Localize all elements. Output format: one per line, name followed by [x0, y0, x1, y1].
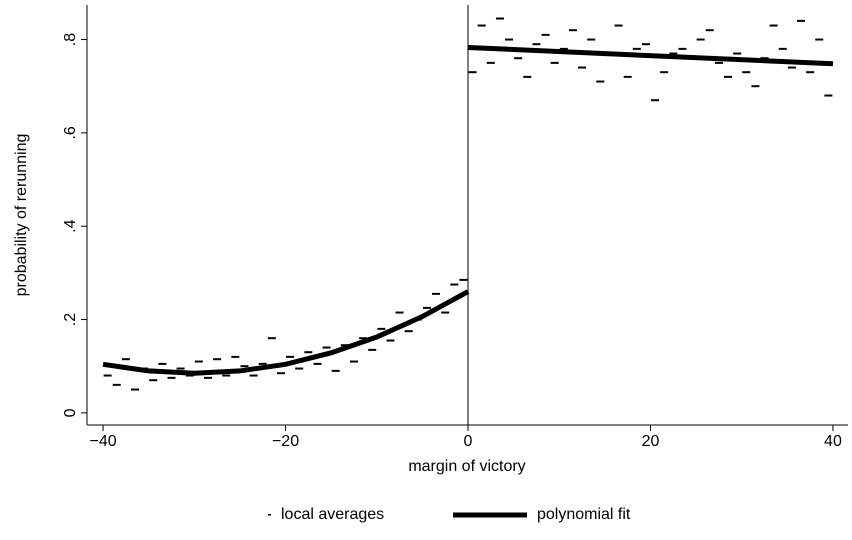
local-average-marker	[194, 360, 203, 363]
local-average-marker	[149, 379, 158, 382]
local-average-marker	[587, 38, 596, 41]
local-average-marker	[386, 339, 395, 342]
local-average-marker	[778, 47, 787, 50]
local-average-marker	[532, 43, 541, 46]
local-average-marker	[331, 369, 340, 372]
local-average-marker	[158, 362, 167, 365]
local-average-marker	[505, 38, 514, 41]
local-average-marker	[130, 388, 139, 391]
local-average-marker	[559, 47, 568, 50]
local-average-marker	[276, 372, 285, 375]
local-average-marker	[614, 24, 623, 27]
local-average-marker	[468, 71, 477, 74]
local-average-marker	[432, 292, 441, 295]
local-average-marker	[359, 337, 368, 340]
local-average-marker	[349, 360, 358, 363]
local-average-marker	[523, 75, 532, 78]
local-average-marker	[669, 52, 678, 55]
local-average-marker	[660, 71, 669, 74]
local-average-marker	[568, 29, 577, 32]
fit-line	[102, 44, 834, 376]
local-average-marker	[596, 80, 605, 83]
local-average-marker	[112, 383, 121, 386]
local-average-marker	[541, 33, 550, 36]
local-average-marker	[787, 66, 796, 69]
y-axis-label: probability of rerunning	[13, 134, 30, 297]
local-average-marker	[769, 24, 778, 27]
x-tick-label: 20	[642, 433, 660, 450]
local-average-marker	[313, 362, 322, 365]
local-average-marker	[797, 19, 806, 22]
local-average-marker	[340, 344, 349, 347]
local-average-marker	[176, 367, 185, 370]
legend-swatch	[268, 514, 271, 516]
local-average-marker	[322, 346, 331, 349]
local-average-marker	[295, 367, 304, 370]
local-average-marker	[422, 306, 431, 309]
local-average-marker	[240, 365, 249, 368]
local-average-marker	[742, 71, 751, 74]
local-average-marker	[815, 38, 824, 41]
local-average-marker	[103, 374, 112, 377]
local-average-marker	[495, 17, 504, 20]
local-average-marker	[121, 358, 130, 361]
legend-label: polynomial fit	[537, 506, 631, 523]
local-average-marker	[632, 47, 641, 50]
local-average-marker	[733, 52, 742, 55]
local-average-marker	[641, 43, 650, 46]
local-average-marker	[185, 374, 194, 377]
y-tick-label: .2	[62, 313, 79, 326]
x-axis-label: margin of victory	[408, 458, 525, 475]
y-tick-label: 0	[62, 408, 79, 417]
local-average-marker	[578, 66, 587, 69]
local-average-marker	[450, 283, 459, 286]
local-average-marker	[751, 85, 760, 88]
y-tick-label: .4	[62, 219, 79, 232]
local-average-marker	[286, 355, 295, 358]
x-tick-label: −40	[89, 433, 116, 450]
local-average-marker	[806, 71, 815, 74]
local-average-marker	[377, 327, 386, 330]
local-average-marker	[203, 376, 212, 379]
y-tick-label: .8	[62, 33, 79, 46]
local-average-marker	[486, 61, 495, 64]
local-average-marker	[231, 355, 240, 358]
local-average-marker	[477, 24, 486, 27]
local-average-marker	[724, 75, 733, 78]
local-average-marker	[441, 311, 450, 314]
local-average-marker	[304, 351, 313, 354]
local-average-marker	[760, 57, 769, 60]
x-tick-label: 40	[824, 433, 842, 450]
local-average-marker	[651, 99, 660, 102]
x-tick-label: −20	[272, 433, 299, 450]
legend-label: local averages	[281, 506, 384, 523]
local-average-marker	[167, 376, 176, 379]
local-average-marker	[249, 374, 258, 377]
local-average-marker	[514, 57, 523, 60]
local-average-marker	[213, 358, 222, 361]
y-tick-label: .6	[62, 126, 79, 139]
local-average-marker	[267, 337, 276, 340]
local-average-marker	[550, 61, 559, 64]
local-average-marker	[714, 61, 723, 64]
local-average-marker	[258, 362, 267, 365]
local-average-marker	[459, 278, 468, 281]
local-average-marker	[824, 94, 833, 97]
local-average-marker	[705, 29, 714, 32]
local-average-marker	[395, 311, 404, 314]
local-average-marker	[222, 374, 231, 377]
local-average-marker	[623, 75, 632, 78]
x-tick-label: 0	[464, 433, 473, 450]
local-average-marker	[678, 47, 687, 50]
local-average-marker	[696, 38, 705, 41]
local-average-marker	[368, 348, 377, 351]
local-average-marker	[404, 330, 413, 333]
